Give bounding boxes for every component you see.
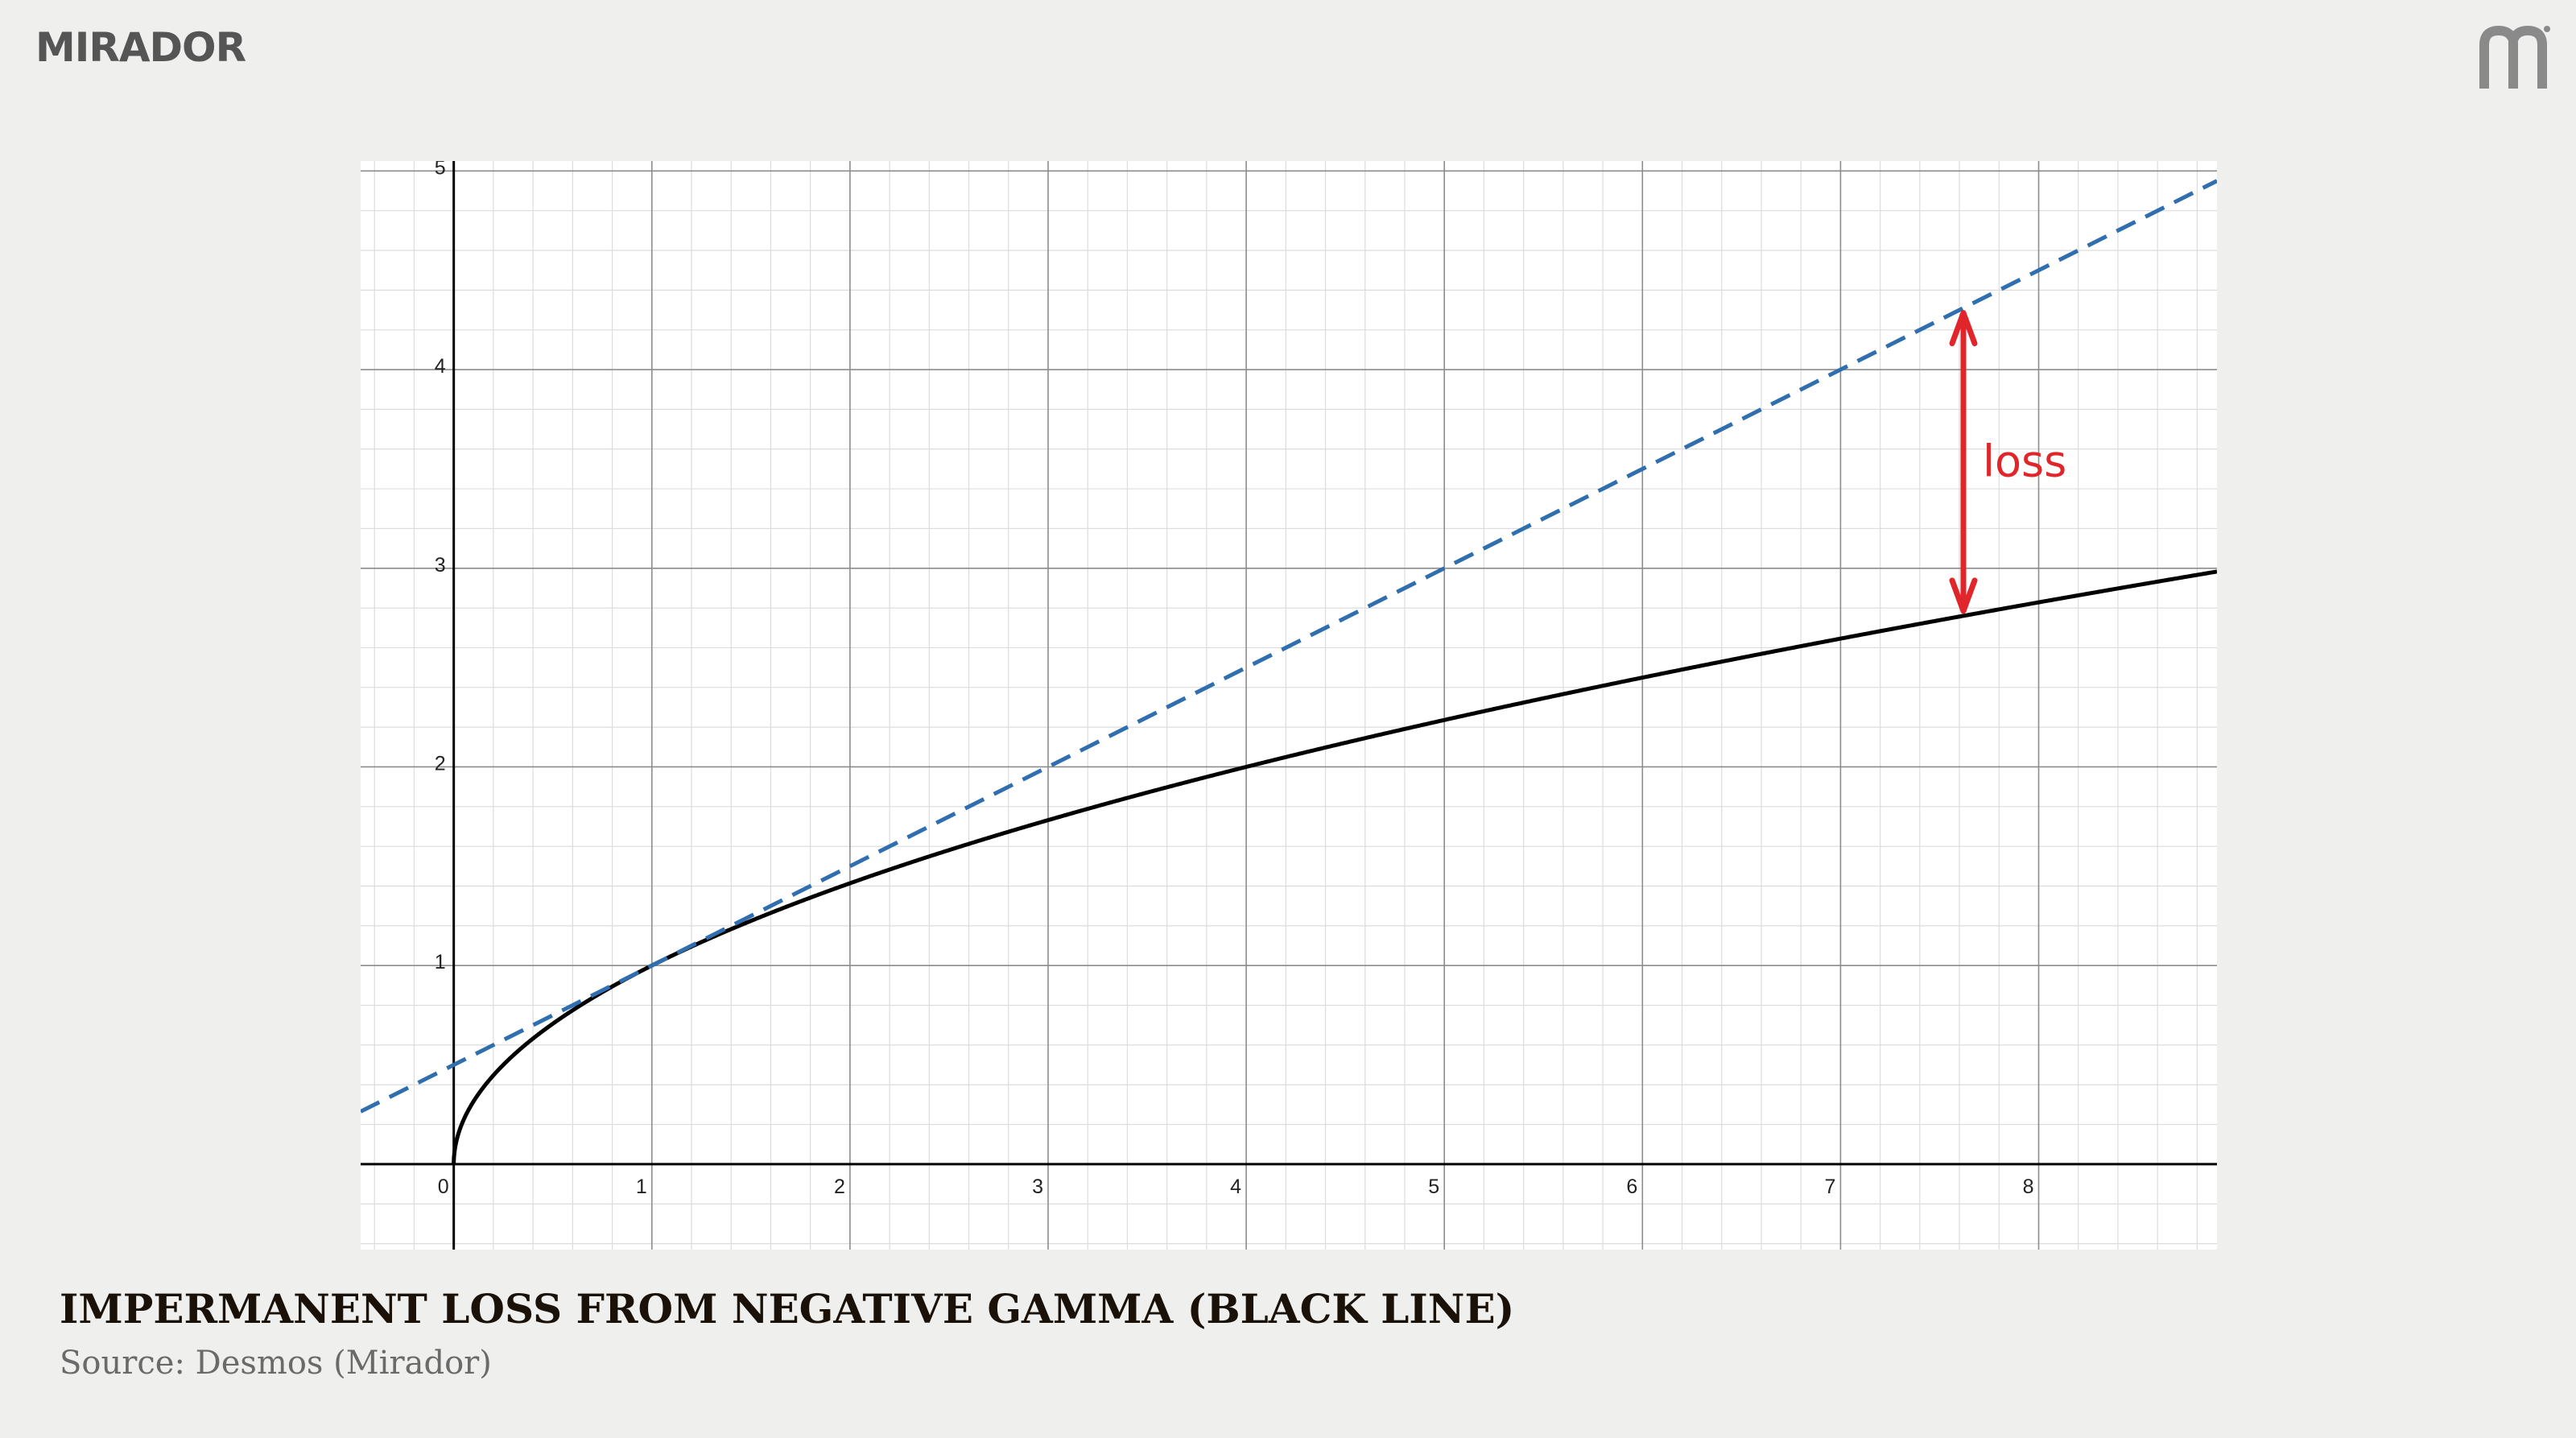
series-dashed-line (361, 179, 2217, 1114)
chart-area: 0 1 2 3 4 5 6 7 8 1 2 3 4 5 loss (361, 161, 2217, 1250)
x-tick-label: 2 (834, 1176, 845, 1198)
x-tick-label: 3 (1032, 1176, 1043, 1198)
x-tick-label: 4 (1230, 1176, 1241, 1198)
chart-caption-title: IMPERMANENT LOSS FROM NEGATIVE GAMMA (BL… (60, 1285, 1515, 1333)
y-tick-label: 3 (435, 554, 446, 576)
x-tick-label: 0 (438, 1176, 449, 1198)
y-tick-label: 1 (435, 951, 446, 973)
x-tick-label: 5 (1428, 1176, 1439, 1198)
x-tick-label: 7 (1824, 1176, 1835, 1198)
y-tick-label: 2 (435, 752, 446, 775)
loss-label: loss (1983, 436, 2066, 487)
brand-mark-icon (2479, 26, 2550, 89)
loss-arrow-head-down (1949, 577, 1978, 614)
y-tick-label: 5 (435, 161, 446, 179)
x-tick-label: 6 (1626, 1176, 1637, 1198)
loss-arrow-head-up (1949, 310, 1978, 347)
chart-svg: 0 1 2 3 4 5 6 7 8 1 2 3 4 5 loss (361, 161, 2217, 1250)
chart-caption-source: Source: Desmos (Mirador) (60, 1345, 492, 1382)
x-tick-label: 8 (2023, 1176, 2034, 1198)
y-tick-label: 4 (435, 355, 446, 378)
brand-logo: MIRADOR (35, 24, 246, 71)
series-sqrt-line (452, 569, 2217, 1166)
x-tick-label: 1 (636, 1176, 647, 1198)
